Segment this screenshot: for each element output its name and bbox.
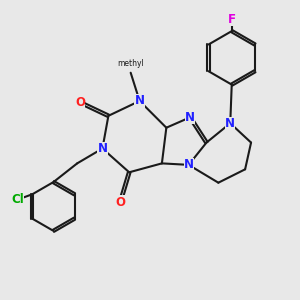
Text: methyl: methyl	[117, 59, 144, 68]
Text: N: N	[98, 142, 107, 155]
Text: F: F	[228, 13, 236, 26]
Text: Cl: Cl	[11, 193, 24, 206]
Text: O: O	[115, 196, 125, 208]
Text: N: N	[225, 117, 235, 130]
Text: N: N	[184, 158, 194, 171]
Text: N: N	[135, 94, 145, 107]
Text: N: N	[185, 111, 195, 124]
Text: O: O	[75, 96, 85, 109]
